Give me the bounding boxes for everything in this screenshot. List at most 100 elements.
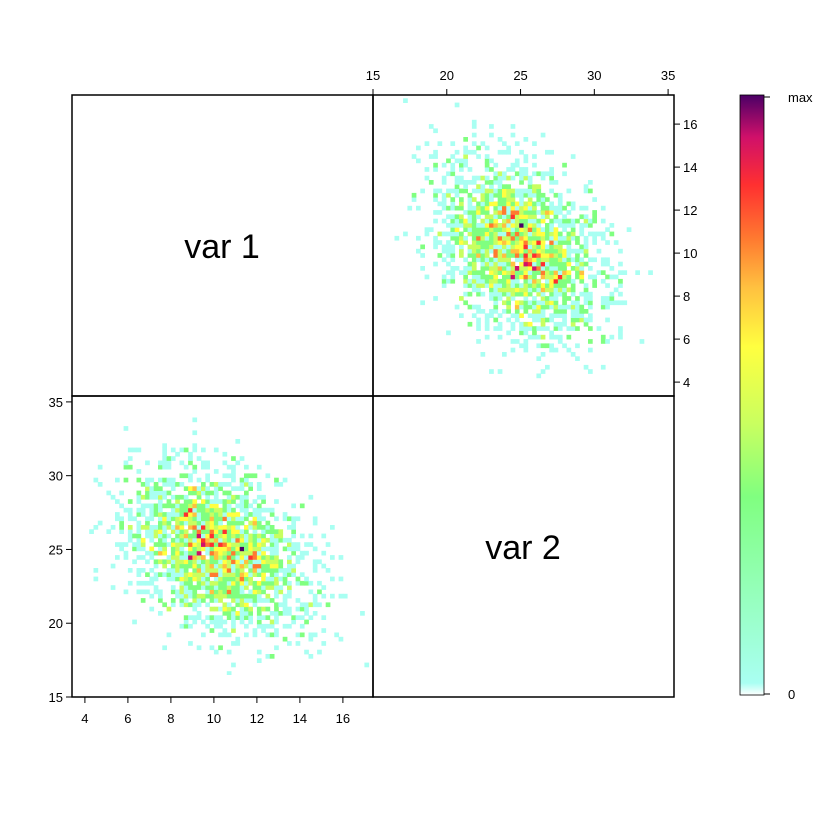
density-cell	[274, 555, 279, 560]
density-cell	[140, 507, 146, 513]
density-cell	[519, 244, 524, 250]
density-cell	[235, 568, 241, 573]
density-cell	[239, 606, 245, 612]
density-cell	[484, 227, 490, 232]
density-cell	[269, 585, 275, 590]
density-cell	[480, 218, 486, 224]
density-cell	[536, 317, 542, 323]
density-cell	[514, 227, 520, 232]
density-cell	[244, 598, 249, 603]
density-cell	[183, 623, 189, 629]
density-cell	[600, 278, 606, 284]
density-cell	[549, 171, 554, 177]
density-cell	[153, 550, 159, 556]
density-cell	[566, 210, 572, 215]
density-cell	[467, 231, 473, 237]
density-cell	[261, 563, 266, 569]
density-cell	[269, 623, 275, 629]
density-cell	[295, 559, 301, 565]
density-cell	[192, 469, 198, 474]
density-cell	[519, 235, 524, 241]
density-cell	[218, 563, 223, 569]
density-cell	[282, 546, 288, 552]
density-cell	[248, 482, 253, 487]
density-cell	[140, 568, 146, 573]
density-cell	[575, 266, 580, 271]
density-cell	[532, 326, 537, 331]
density-cell	[510, 132, 516, 138]
density-cell	[175, 576, 180, 582]
density-cell	[274, 568, 279, 573]
density-cell	[140, 580, 146, 586]
density-cell	[201, 525, 206, 530]
density-cell	[222, 550, 228, 556]
density-cell	[248, 550, 253, 556]
density-cell	[416, 235, 421, 241]
density-cell	[209, 516, 215, 522]
density-cell	[287, 546, 292, 552]
density-cell	[519, 180, 524, 185]
density-cell	[278, 576, 284, 582]
density-cell	[282, 572, 288, 577]
density-cell	[549, 317, 554, 323]
density-cell	[441, 283, 447, 288]
density-cell	[424, 175, 430, 181]
density-cell	[231, 619, 236, 625]
density-cell	[459, 175, 464, 181]
density-cell	[162, 546, 167, 552]
density-cell	[188, 563, 193, 569]
density-cell	[497, 192, 503, 198]
density-cell	[278, 482, 284, 487]
density-cell	[613, 274, 619, 280]
density-cell	[265, 529, 271, 534]
density-cell	[209, 537, 215, 543]
density-cell	[136, 469, 142, 474]
density-cell	[519, 197, 524, 202]
density-cell	[222, 563, 228, 569]
density-cell	[222, 473, 228, 479]
density-cell	[433, 244, 438, 250]
density-cell	[274, 563, 279, 569]
density-cell	[489, 180, 494, 185]
density-cell	[519, 188, 524, 194]
density-cell	[454, 231, 460, 237]
density-cell	[244, 559, 249, 565]
density-cell	[222, 516, 228, 522]
density-cell	[613, 240, 619, 245]
density-cell	[188, 537, 193, 543]
density-cell	[467, 201, 473, 207]
density-cell	[527, 274, 533, 280]
density-cell	[287, 611, 292, 616]
density-cell	[132, 447, 137, 453]
density-cell	[196, 516, 202, 522]
density-cell	[312, 520, 318, 526]
density-cell	[489, 158, 494, 164]
density-cell	[218, 606, 223, 612]
density-cell	[201, 516, 206, 522]
density-cell	[459, 197, 464, 202]
density-cell	[235, 503, 241, 509]
density-cell	[562, 240, 567, 245]
density-cell	[600, 334, 606, 340]
density-cell	[244, 576, 249, 582]
density-cell	[179, 555, 185, 560]
density-cell	[459, 205, 464, 211]
right-tick-label-var-1: 14	[683, 160, 697, 175]
density-cell	[274, 602, 279, 608]
density-cell	[450, 154, 456, 159]
density-cell	[136, 542, 142, 547]
density-cell	[179, 533, 185, 539]
density-cell	[484, 175, 490, 181]
density-cell	[196, 580, 202, 586]
y-tick-label-var-2: 35	[49, 395, 63, 410]
density-cell	[536, 210, 542, 215]
density-cell	[205, 464, 210, 470]
density-cell	[222, 572, 228, 577]
density-cell	[209, 572, 215, 577]
density-cell	[274, 580, 279, 586]
density-cell	[274, 499, 279, 504]
density-cell	[514, 304, 520, 310]
density-cell	[510, 339, 516, 344]
density-cell	[226, 512, 232, 517]
density-cell	[231, 494, 236, 500]
